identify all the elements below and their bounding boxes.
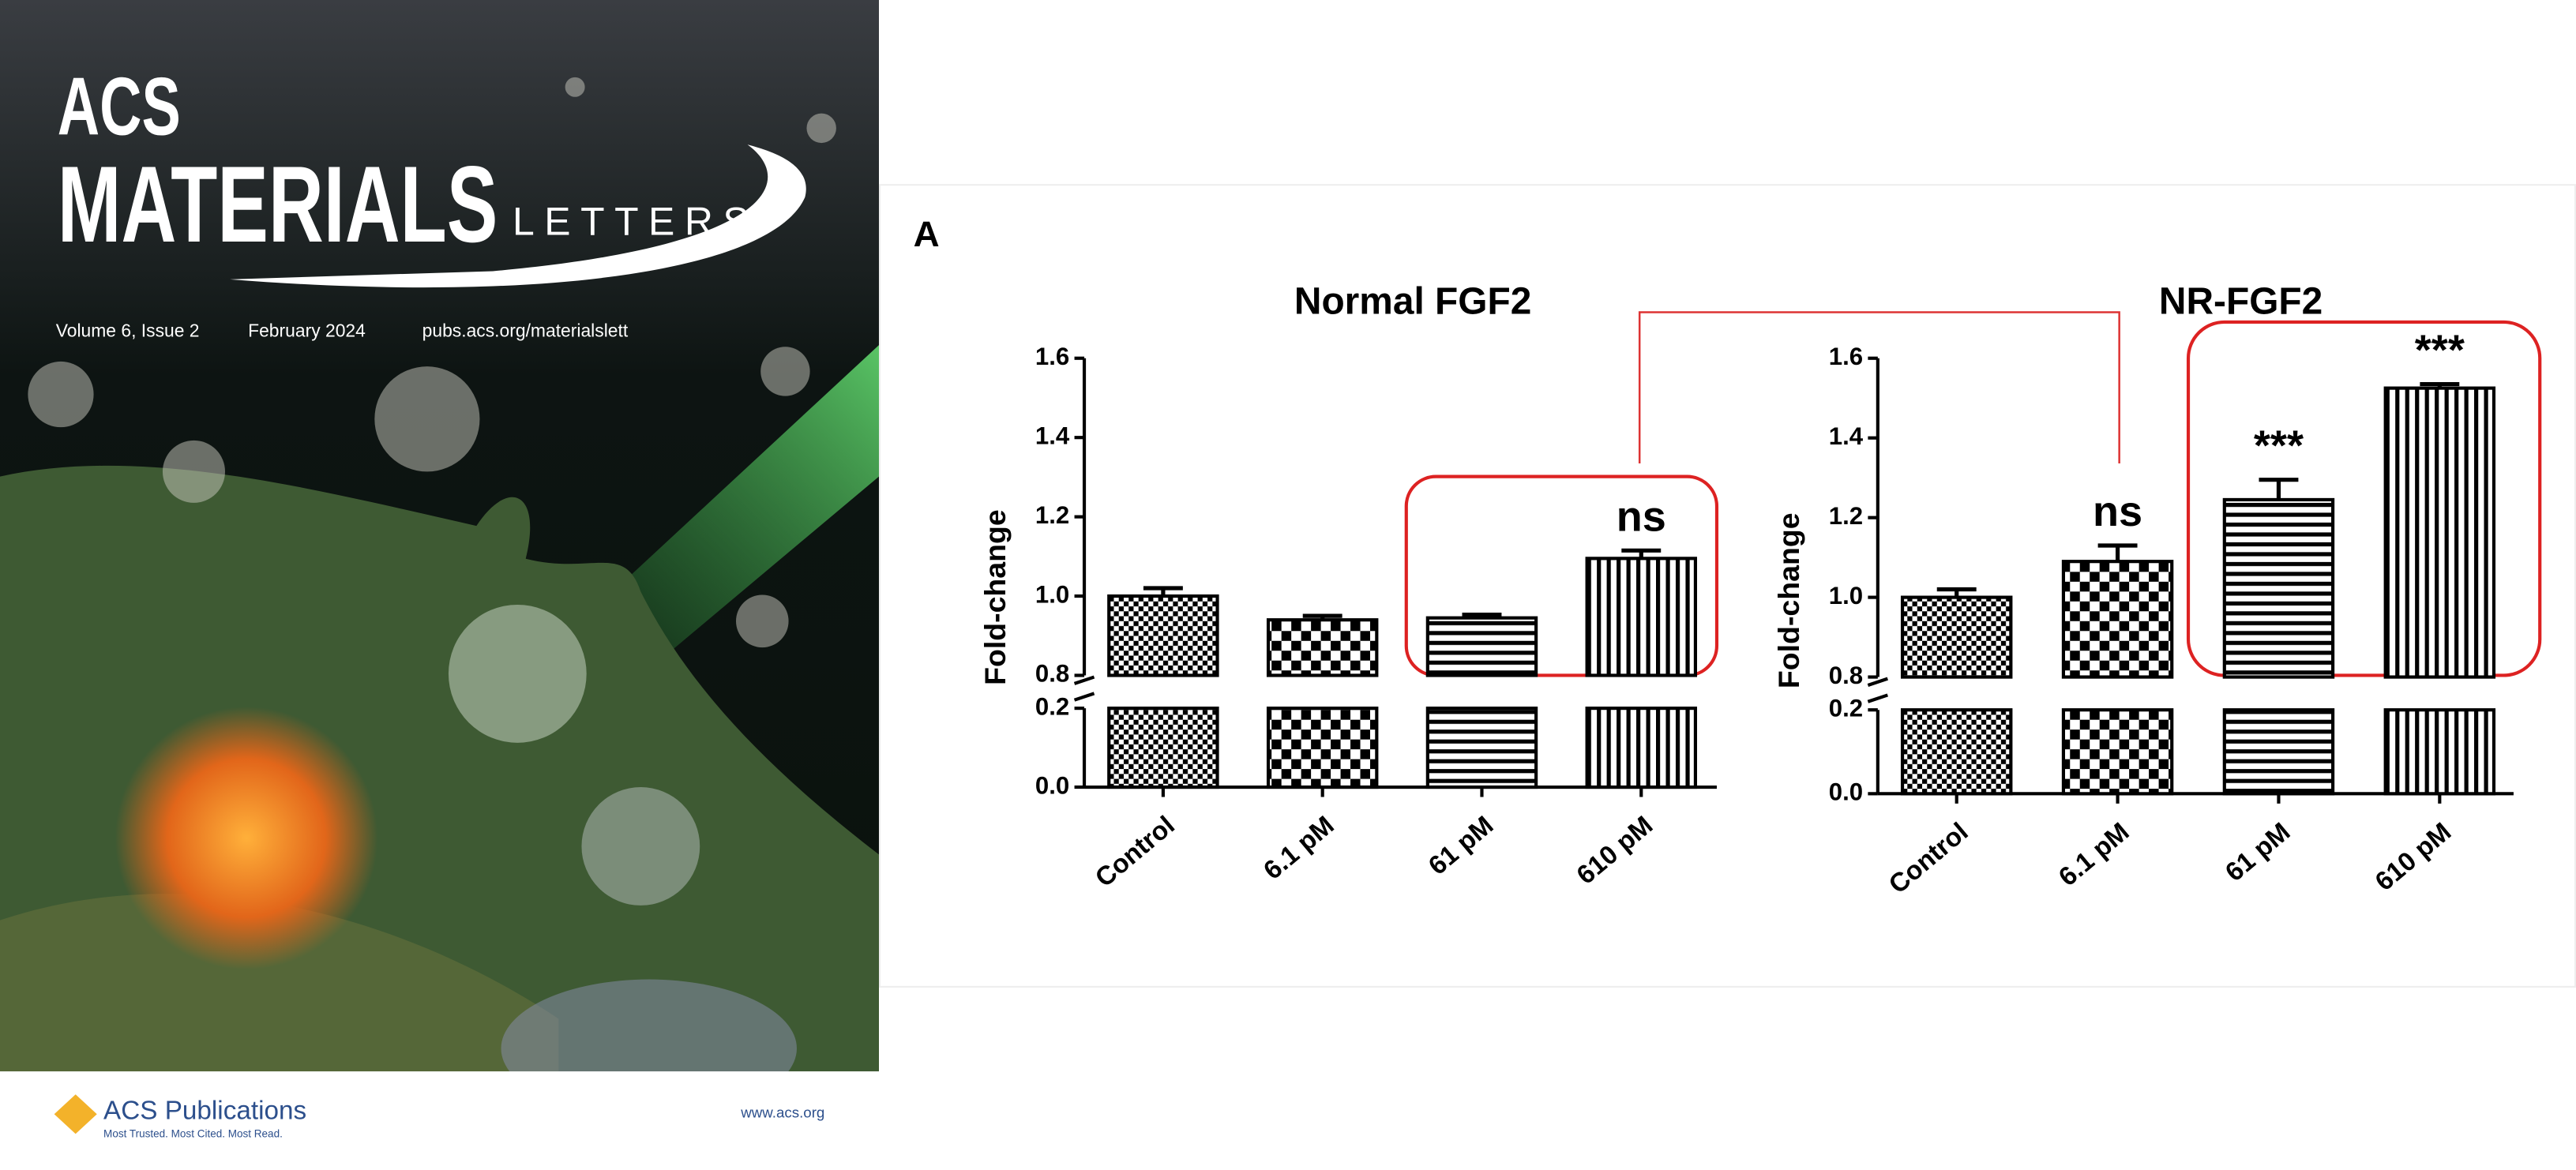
particle (374, 366, 480, 472)
bar (1585, 707, 1698, 789)
axis-break (1073, 692, 1095, 702)
axis-break (1867, 677, 1888, 687)
bar (1107, 594, 1219, 677)
particle (760, 347, 810, 396)
y-axis-label: Fold-change (1772, 512, 1805, 688)
publisher-tagline: Most Trusted. Most Cited. Most Read. (103, 1127, 283, 1139)
comparison-connector (1638, 311, 2120, 463)
y-tick-label: 1.6 (1035, 343, 1069, 370)
axis-break (1867, 693, 1888, 703)
chart-title: Normal FGF2 (1294, 281, 1531, 323)
y-tick-label: 0.2 (1035, 692, 1069, 720)
y-tick-label: 1.4 (1035, 422, 1070, 449)
bar (2061, 560, 2174, 679)
y-tick-label: 0.8 (1035, 660, 1069, 688)
axis-break (1073, 675, 1095, 685)
y-tick-label: 0.0 (1829, 778, 1863, 806)
bar (1425, 707, 1538, 789)
bar (1425, 616, 1538, 677)
significance-label: *** (2415, 327, 2465, 374)
y-tick-label: 1.4 (1829, 422, 1864, 450)
bar (1900, 708, 2013, 796)
particle (28, 361, 94, 428)
panel-label: A (914, 214, 940, 254)
cover-date: February 2024 (248, 321, 366, 341)
highlight-box (1404, 474, 1719, 677)
y-tick-label: 0.8 (1829, 662, 1863, 689)
journal-cover: ACS MATERIALS LETTERS Volume 6, Issue 2 … (0, 0, 879, 1170)
cell-fold (0, 894, 559, 1072)
y-tick-label: 0.0 (1035, 771, 1069, 799)
y-tick-label: 1.2 (1829, 502, 1863, 530)
bar (2222, 708, 2335, 796)
chart-title: NR-FGF2 (2159, 281, 2323, 323)
vesicle (448, 604, 587, 743)
cover-volume: Volume 6, Issue 2 (56, 321, 200, 341)
particle (806, 113, 836, 144)
particle (736, 594, 789, 648)
y-tick-label: 0.2 (1829, 694, 1863, 722)
bar (1585, 557, 1698, 677)
y-tick-label: 1.6 (1829, 343, 1863, 370)
bar (2061, 708, 2174, 796)
logo-swoosh (230, 144, 806, 288)
y-tick-label: 1.2 (1035, 501, 1069, 529)
bar (1266, 707, 1379, 789)
bar (2222, 497, 2335, 679)
bar (1900, 595, 2013, 679)
y-tick-label: 1.0 (1035, 580, 1069, 608)
journal-letters: LETTERS (513, 200, 759, 244)
cover-website: www.acs.org (740, 1104, 824, 1120)
particle (162, 440, 226, 503)
publisher-name: ACS Publications (103, 1096, 306, 1125)
particle (565, 77, 585, 97)
highlight-box (2186, 320, 2542, 677)
bar (2383, 386, 2496, 679)
significance-label: ns (1617, 493, 1666, 540)
bar (1266, 618, 1379, 677)
vesicle (581, 787, 700, 906)
bar (1107, 707, 1219, 789)
publisher-logo (54, 1094, 97, 1134)
vesicle-glow (115, 707, 378, 970)
journal-acs: ACS (58, 62, 181, 153)
significance-label: *** (2254, 422, 2304, 470)
y-tick-label: 1.0 (1829, 582, 1863, 609)
journal-materials: MATERIALS (58, 144, 498, 265)
bar (2383, 708, 2496, 796)
significance-label: ns (2093, 488, 2142, 535)
y-axis-label: Fold-change (978, 509, 1012, 685)
cover-url: pubs.acs.org/materialslett (422, 321, 629, 341)
cover-footer (0, 1071, 879, 1170)
